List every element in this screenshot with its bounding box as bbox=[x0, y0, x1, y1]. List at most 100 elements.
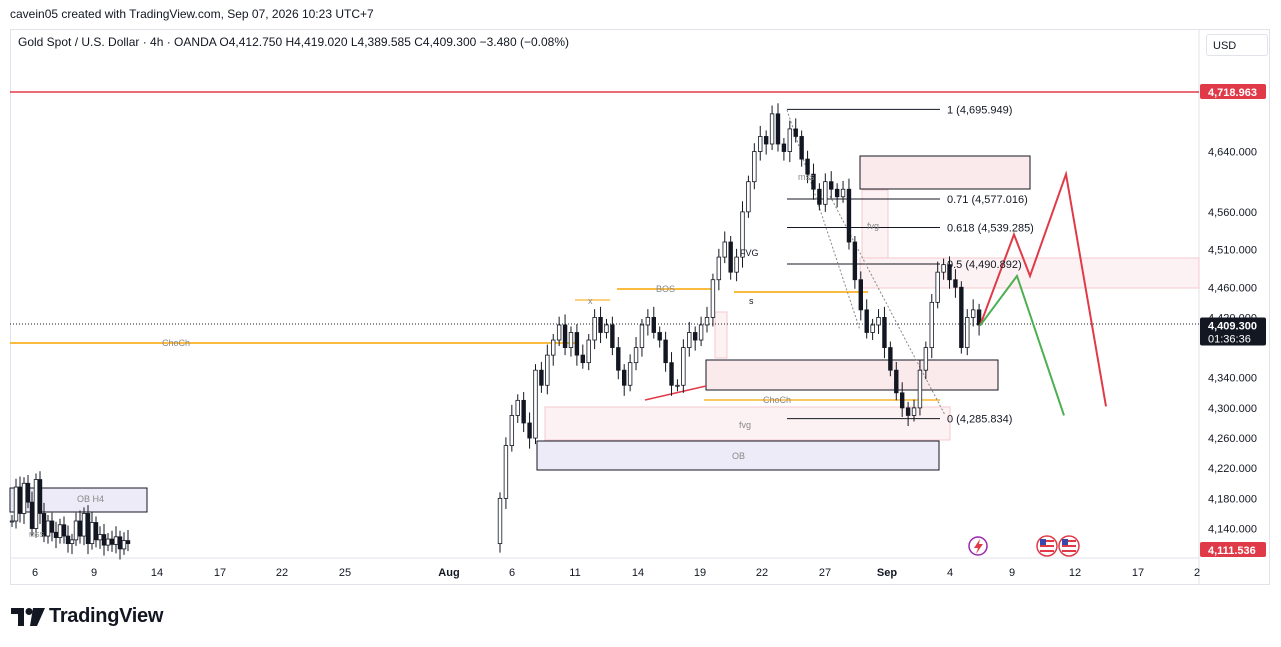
x-tick-label: 17 bbox=[214, 567, 226, 579]
candle-body bbox=[929, 301, 934, 348]
us-flag-icon-2[interactable] bbox=[1058, 535, 1080, 557]
candle-body bbox=[651, 317, 656, 333]
x-tick-label: 22 bbox=[756, 567, 768, 579]
chart-credit: cavein05 created with TradingView.com, S… bbox=[10, 7, 374, 21]
candle-body bbox=[965, 317, 970, 348]
y-tick-label: 4,460.000 bbox=[1208, 282, 1257, 294]
x-tick-label: 11 bbox=[569, 567, 580, 579]
candle-body bbox=[592, 317, 597, 341]
countdown-label: 01:36:36 bbox=[1208, 333, 1251, 345]
candle-body bbox=[639, 324, 645, 348]
y-tick-label: 4,140.000 bbox=[1208, 524, 1257, 536]
candle-body bbox=[89, 522, 95, 545]
candle-body bbox=[645, 317, 651, 326]
trend-line bbox=[644, 385, 707, 401]
candle-body bbox=[704, 317, 710, 326]
lightning-icon[interactable] bbox=[968, 536, 988, 556]
fib-level-label: 0.5 (4,490.892) bbox=[947, 259, 1022, 271]
candle-body bbox=[13, 486, 19, 522]
candle-body bbox=[77, 520, 83, 537]
fib-diagonal bbox=[786, 109, 861, 331]
annotation-mss: mss bbox=[798, 172, 815, 182]
us-flag-icon[interactable] bbox=[1036, 535, 1058, 557]
candle-body bbox=[734, 256, 739, 273]
x-tick-label: 19 bbox=[694, 567, 706, 579]
candle-body bbox=[805, 158, 810, 175]
candle-body bbox=[840, 188, 846, 198]
candle-body bbox=[113, 536, 119, 545]
candle-body bbox=[923, 347, 929, 371]
candle-body bbox=[817, 188, 822, 205]
candle-body bbox=[687, 332, 692, 348]
candle-body bbox=[598, 317, 603, 333]
candle-body bbox=[941, 264, 946, 273]
candle-body bbox=[675, 384, 680, 387]
y-tick-label: 4,260.000 bbox=[1208, 433, 1257, 445]
candle-body bbox=[681, 347, 686, 386]
annotation-x: x bbox=[588, 296, 593, 306]
candle-body bbox=[953, 279, 958, 288]
candle-body bbox=[716, 256, 722, 281]
candle-body bbox=[657, 332, 662, 341]
annotation-choch-lower: ChoCh bbox=[763, 395, 791, 405]
x-tick-label: 9 bbox=[91, 567, 97, 579]
price-tag bbox=[1200, 317, 1266, 346]
y-tick-label: 4,300.000 bbox=[1208, 403, 1257, 415]
candle-body bbox=[121, 540, 127, 550]
symbol-legend[interactable]: Gold Spot / U.S. Dollar · 4h · OANDA O4,… bbox=[18, 35, 570, 49]
fib-level-label: 0 (4,285.834) bbox=[947, 414, 1012, 426]
y-tick-label: 4,340.000 bbox=[1208, 373, 1257, 385]
x-tick-label: 17 bbox=[1132, 567, 1144, 579]
fvg-zone-box-upper bbox=[861, 189, 889, 259]
candle-body bbox=[970, 309, 976, 318]
annotation-ob-h4: OB H4 bbox=[77, 494, 104, 504]
candle-body bbox=[539, 369, 544, 386]
x-tick-label: 25 bbox=[339, 567, 351, 579]
chart-frame bbox=[10, 29, 1270, 585]
candle-body bbox=[57, 524, 63, 538]
fvg-zone-box-small bbox=[714, 311, 728, 359]
candle-body bbox=[580, 354, 586, 364]
candle-body bbox=[858, 279, 863, 311]
candle-body bbox=[610, 324, 615, 348]
candle-body bbox=[627, 362, 633, 386]
fvg-zone-box-lower bbox=[544, 406, 951, 441]
candle-body bbox=[25, 482, 31, 503]
price-tag bbox=[1200, 542, 1266, 557]
candle-body bbox=[888, 347, 893, 371]
candle-body bbox=[533, 369, 538, 439]
candle-body bbox=[41, 513, 47, 537]
candle-body bbox=[17, 486, 23, 514]
candle-body bbox=[616, 347, 621, 371]
candle-body bbox=[45, 520, 51, 537]
currency-selector[interactable]: USD bbox=[1206, 34, 1268, 56]
candle-body bbox=[899, 392, 905, 409]
candle-body bbox=[894, 369, 899, 394]
candle-body bbox=[515, 399, 520, 416]
candle-body bbox=[33, 479, 39, 529]
candle-body bbox=[876, 317, 881, 326]
y-tick-label: 4,220.000 bbox=[1208, 463, 1257, 475]
price-tag-label: 4,718.963 bbox=[1208, 87, 1257, 99]
fib-level-label: 0.618 (4,539.285) bbox=[947, 222, 1034, 234]
annotation-s: s bbox=[749, 296, 754, 306]
candle-body bbox=[811, 173, 816, 190]
price-tag-label: 4,409.300 bbox=[1208, 320, 1257, 332]
annotation-mss-left: MSS bbox=[29, 532, 45, 539]
y-tick-label: 4,560.000 bbox=[1208, 207, 1257, 219]
candle-body bbox=[947, 264, 952, 281]
projection-green-path bbox=[979, 273, 1065, 416]
candle-body bbox=[763, 136, 769, 145]
candle-body bbox=[93, 522, 99, 541]
candle-body bbox=[37, 479, 43, 514]
candle-body bbox=[556, 324, 562, 341]
candle-body bbox=[509, 415, 515, 446]
candle-body bbox=[97, 534, 103, 541]
candle-body bbox=[823, 181, 828, 205]
candle-body bbox=[834, 188, 840, 198]
candle-body bbox=[568, 332, 574, 348]
candle-body bbox=[710, 279, 716, 318]
candle-body bbox=[870, 324, 875, 333]
candle-body bbox=[692, 332, 698, 341]
